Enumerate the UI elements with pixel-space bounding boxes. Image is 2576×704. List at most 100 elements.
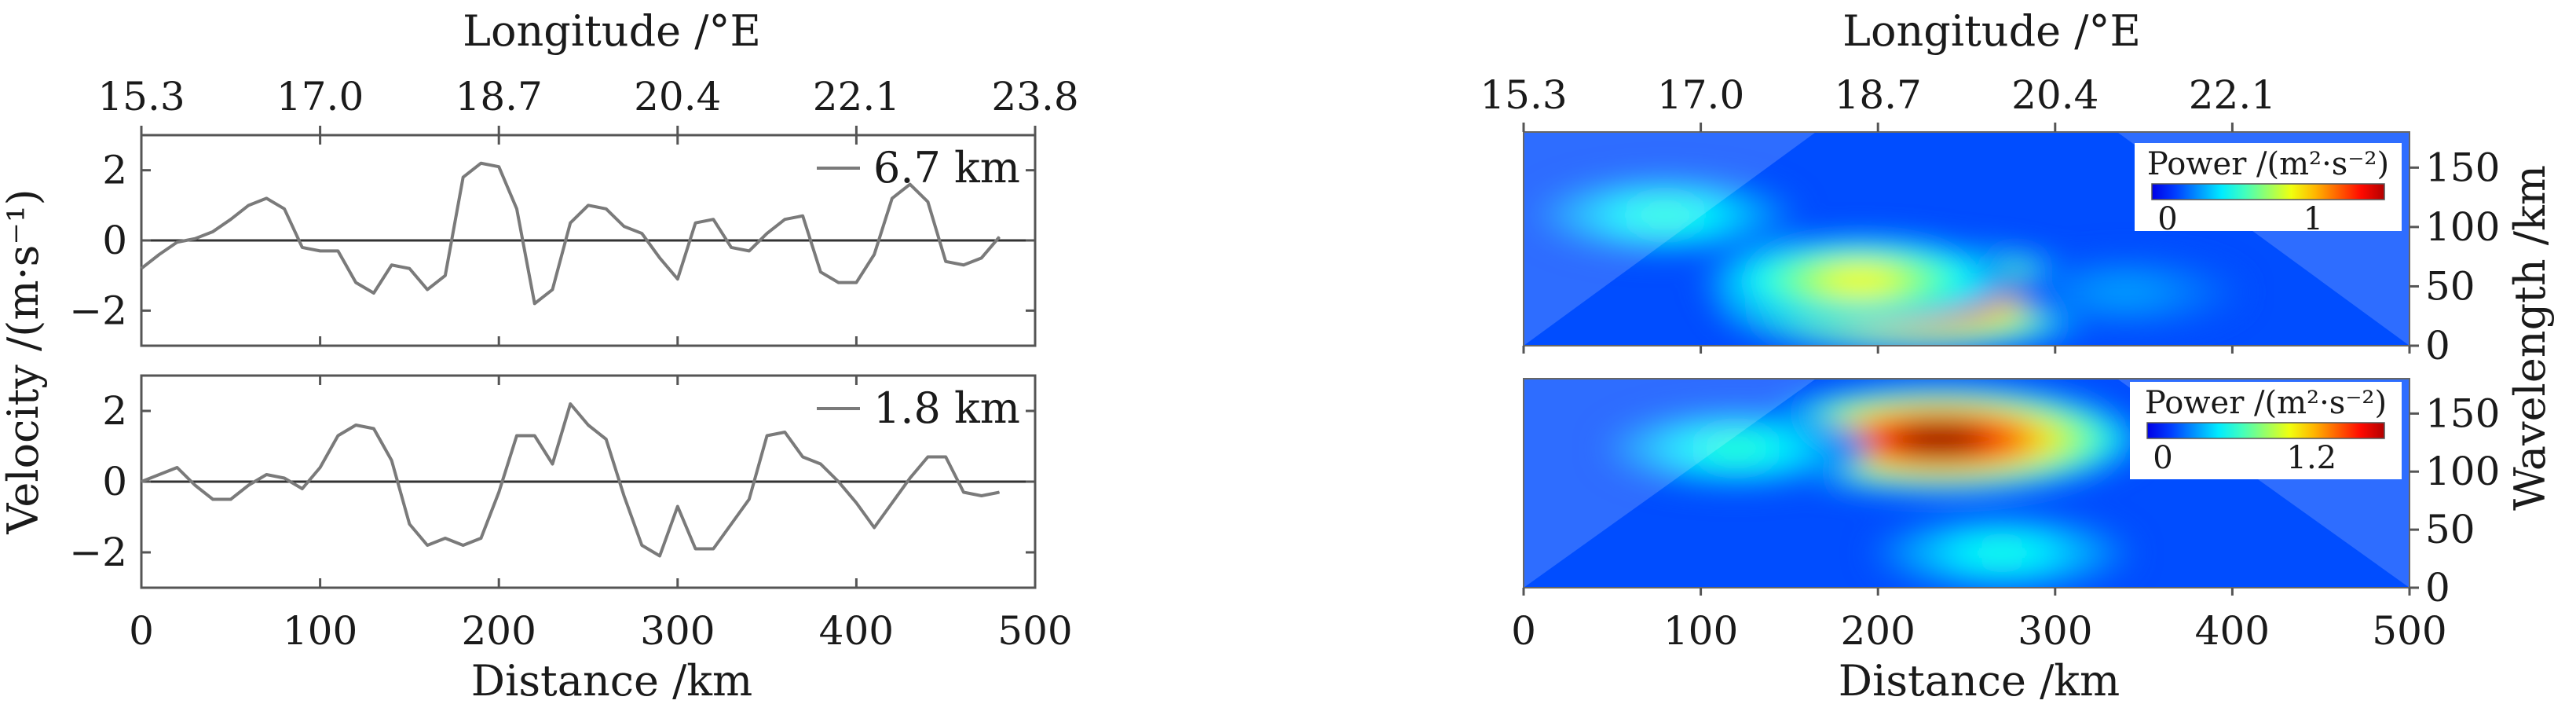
data-point <box>230 499 232 500</box>
y-tick-label: 50 <box>2425 263 2475 309</box>
cone-left <box>1524 132 1817 346</box>
y-tick-label: 150 <box>2425 390 2500 436</box>
data-point <box>855 282 857 284</box>
heatmap-blob-layer <box>1532 175 2244 346</box>
legend-label: 1.8 km <box>873 383 1020 433</box>
data-point <box>551 289 553 291</box>
data-point <box>963 492 964 493</box>
x-tick-label: 300 <box>2018 608 2092 654</box>
data-point <box>373 428 375 429</box>
data-point <box>212 231 214 233</box>
cone-left <box>1524 379 1817 588</box>
data-point <box>265 197 267 199</box>
y-tick-label: 150 <box>2425 145 2500 190</box>
data-point <box>748 499 750 500</box>
data-point <box>998 236 1000 238</box>
data-point <box>391 264 393 266</box>
y-tick-label: 0 <box>2425 565 2450 610</box>
y-tick-label: 50 <box>2425 507 2475 552</box>
y-axis-title: Velocity /(m·s⁻¹) <box>0 189 48 534</box>
x-tick-label: 100 <box>283 608 357 654</box>
heatmap-panel-2: 150 100 50 0 Power /(m²·s⁻²) 0 1.2 <box>1522 378 2500 610</box>
x-tick-label: 500 <box>2372 608 2446 654</box>
x-tick-label: 300 <box>640 608 715 654</box>
data-point <box>873 254 875 255</box>
data-point <box>248 485 250 486</box>
plot-frame <box>1523 378 2410 588</box>
data-point <box>909 184 911 185</box>
data-point <box>408 523 410 525</box>
data-point <box>891 197 893 199</box>
data-point <box>569 222 571 224</box>
data-point <box>212 499 214 500</box>
heatmap-blob <box>1824 267 1896 293</box>
data-point <box>587 424 589 426</box>
y-axis-title: Wavelength /km <box>2505 165 2555 511</box>
line-panel-2: 2 0 −2 1.8 km <box>69 374 1037 589</box>
y-tick-label: 0 <box>102 218 127 263</box>
colorbar-title: Power /(m²·s⁻²) <box>2147 146 2389 182</box>
data-point <box>408 268 410 270</box>
top-tick-label: 18.7 <box>456 74 543 119</box>
x-tick-label: 200 <box>1840 608 1915 654</box>
data-point <box>391 460 393 461</box>
heatmap-blob <box>1894 424 1985 455</box>
data-point <box>426 544 428 546</box>
x-tick-label: 500 <box>997 608 1072 654</box>
data-point <box>891 502 893 504</box>
top-tick-label: 20.4 <box>634 74 721 119</box>
colorbar-title: Power /(m²·s⁻²) <box>2145 385 2387 421</box>
line-panel-1: 2 0 −2 6.7 km <box>69 134 1037 347</box>
heatmap-blob-layer <box>1602 385 2139 588</box>
top-axis-title: Longitude /°E <box>463 6 761 56</box>
data-point <box>730 247 732 248</box>
y-tick-label: 100 <box>2425 449 2500 494</box>
y-tick-label: 0 <box>2425 323 2450 368</box>
y-tick-label: −2 <box>69 530 127 575</box>
x-tick-label: 0 <box>1511 608 1536 654</box>
data-point <box>355 424 357 426</box>
data-point <box>230 218 232 220</box>
y-tick-label: 2 <box>102 148 127 193</box>
heatmap-blob <box>1972 541 2032 564</box>
y-tick-label: 0 <box>102 459 127 504</box>
top-tick-label: 17.0 <box>276 74 364 119</box>
heatmap-blobs <box>1532 175 2244 346</box>
top-tick-label: 17.0 <box>1657 72 1744 118</box>
heatmap-blob <box>2099 282 2153 302</box>
top-tick-label: 23.8 <box>991 74 1078 119</box>
top-tick-label: 15.3 <box>1480 72 1567 118</box>
heatmap-blobs <box>1602 385 2139 588</box>
x-tick-label: 200 <box>461 608 536 654</box>
data-point <box>534 435 536 436</box>
data-point <box>873 527 875 528</box>
data-point <box>587 204 589 206</box>
data-point <box>373 292 375 294</box>
data-point <box>695 222 697 224</box>
data-point <box>695 548 697 549</box>
colorbar-tick: 0 <box>2157 201 2177 237</box>
data-point <box>998 492 1000 493</box>
colorbar-tick: 1.2 <box>2287 440 2337 476</box>
y-tick-label: −2 <box>69 288 127 333</box>
x-tick-label: 400 <box>819 608 894 654</box>
data-point <box>534 302 536 304</box>
y-tick-label: 100 <box>2425 204 2500 250</box>
x-axis-title: Distance /km <box>1839 656 2120 704</box>
top-tick-label: 15.3 <box>97 74 185 119</box>
plot-frame <box>1523 131 2410 346</box>
data-point <box>516 208 518 210</box>
data-point <box>677 506 679 507</box>
data-point <box>838 282 840 284</box>
data-point <box>963 264 964 266</box>
top-tick-label: 22.1 <box>813 74 900 119</box>
data-point <box>712 548 714 549</box>
top-tick-label: 20.4 <box>2011 72 2098 118</box>
data-point <box>194 238 196 240</box>
data-point <box>284 208 285 210</box>
data-point <box>712 218 714 220</box>
data-point <box>248 204 250 206</box>
heatmap-panel-1: 150 100 50 0 Power /(m²·s⁻²) 0 1 <box>1522 131 2500 368</box>
x-tick-label: 100 <box>1663 608 1738 654</box>
